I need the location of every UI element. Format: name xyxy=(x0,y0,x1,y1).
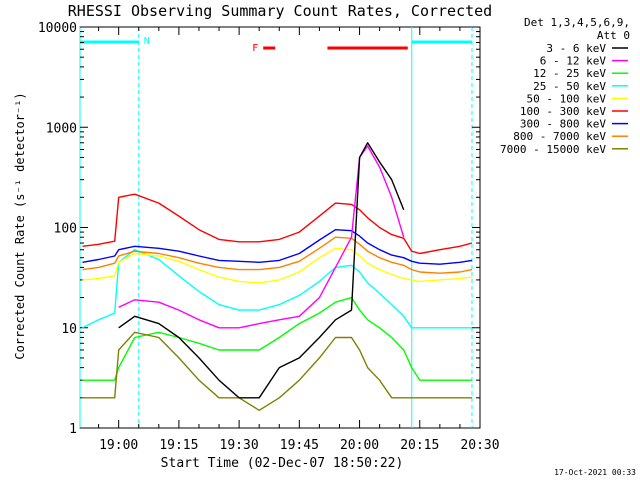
legend-label: 50 - 100 keV xyxy=(527,92,607,105)
series-line xyxy=(118,142,405,399)
legend-label: 6 - 12 keV xyxy=(540,55,607,68)
y-axis-label: Corrected Count Rate (s⁻¹ detector⁻¹) xyxy=(13,92,27,359)
legend-label: 7000 - 15000 keV xyxy=(500,143,606,156)
y-tick-label: 10000 xyxy=(38,21,77,36)
y-tick-label: 100 xyxy=(54,222,77,237)
x-tick-label: 19:45 xyxy=(280,438,319,453)
y-tick-label: 10 xyxy=(61,322,77,337)
series-line xyxy=(82,229,473,265)
flare-flag-label: F xyxy=(252,43,258,54)
series-line xyxy=(82,296,472,381)
legend-label: 800 - 7000 keV xyxy=(513,130,606,143)
x-tick-label: 20:15 xyxy=(400,438,439,453)
night-flag-label: N xyxy=(144,36,150,47)
x-tick-label: 19:30 xyxy=(220,438,259,453)
legend-label: 3 - 6 keV xyxy=(546,42,606,55)
series-line xyxy=(82,247,473,284)
x-tick-label: 20:30 xyxy=(460,438,499,453)
x-axis-label: Start Time (02-Dec-07 18:50:22) xyxy=(161,456,404,471)
series-line xyxy=(118,145,405,329)
y-tick-label: 1 xyxy=(69,422,77,437)
legend-label: 100 - 300 keV xyxy=(520,105,606,118)
x-tick-label: 19:15 xyxy=(159,438,198,453)
series-line xyxy=(82,331,472,411)
legend-label: 300 - 800 keV xyxy=(520,118,606,131)
plot-area: N F 1 10 100 1000 10000 19:00 19:15 19:30 19:45 20:… xyxy=(38,21,500,453)
series-line xyxy=(82,193,473,255)
series-line xyxy=(82,236,473,274)
x-tick-label: 19:00 xyxy=(99,438,138,453)
legend-label: 25 - 50 keV xyxy=(533,80,606,93)
timestamp: 17-Oct-2021 00:33 xyxy=(554,468,636,477)
legend-label: 12 - 25 keV xyxy=(533,67,606,80)
legend-header-line-2: Att 0 xyxy=(597,29,630,42)
legend-header-line-1: Det 1,3,4,5,6,9, xyxy=(524,16,630,29)
chart-title: RHESSI Observing Summary Count Rates, Co… xyxy=(68,2,492,20)
x-tick-label: 20:00 xyxy=(340,438,379,453)
y-tick-label: 1000 xyxy=(46,121,77,136)
